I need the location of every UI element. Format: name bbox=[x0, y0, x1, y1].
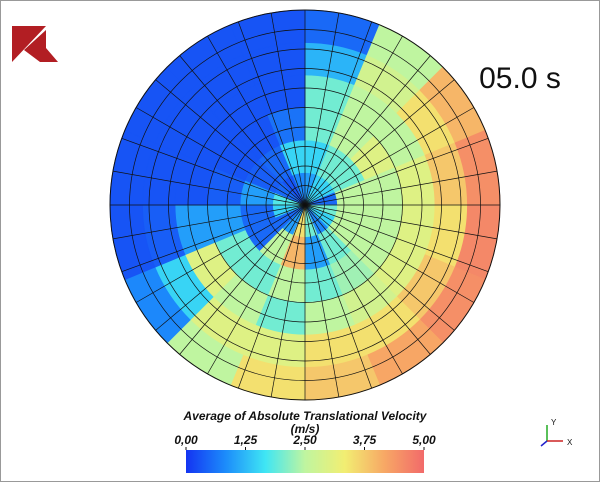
colorbar-tick-label: 1,25 bbox=[234, 433, 258, 447]
logo bbox=[12, 26, 58, 62]
axes-triad: Y X bbox=[540, 418, 573, 447]
time-label: 05.0 s bbox=[479, 62, 561, 95]
colorbar-tick-label: 0,00 bbox=[174, 433, 198, 447]
colorbar: 0,00 1,25 2,50 3,75 5,00 bbox=[174, 433, 436, 473]
colorbar-tick-label: 2,50 bbox=[292, 433, 317, 447]
mesh-grid bbox=[109, 9, 501, 401]
velocity-field bbox=[109, 9, 501, 401]
triad-y-label: Y bbox=[551, 418, 557, 427]
colorbar-gradient bbox=[186, 450, 424, 473]
colorbar-tick-label: 5,00 bbox=[412, 433, 436, 447]
colorbar-unit: (m/s) bbox=[291, 422, 320, 436]
colorbar-tick-label: 3,75 bbox=[353, 433, 377, 447]
colorbar-title: Average of Absolute Translational Veloci… bbox=[183, 409, 428, 423]
triad-x-label: X bbox=[567, 438, 573, 447]
